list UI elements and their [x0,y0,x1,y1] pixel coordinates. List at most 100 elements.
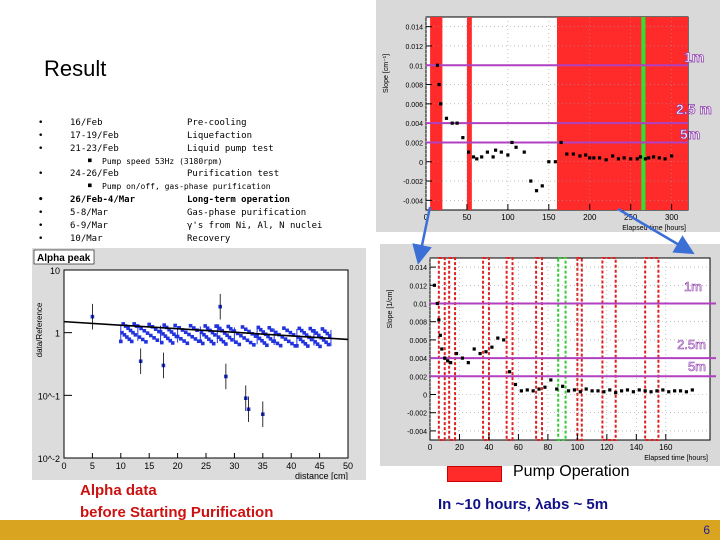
x-tick-label: 20 [455,443,464,452]
schedule-activity: γ's from Ni, Al, N nuclei [187,221,323,231]
x-axis-label: Elapsed time [hours] [622,225,686,232]
data-point [471,155,476,159]
data-point [484,350,488,354]
data-point [303,342,308,346]
data-point [629,157,633,161]
data-point [437,82,441,87]
y-tick-label: 0.006 [405,102,423,109]
data-point [159,340,164,345]
data-point [163,334,168,338]
sub-bullet: ■ [88,157,92,164]
y-tick-label: 0.002 [405,140,423,147]
data-point [204,335,209,339]
x-tick-label: 100 [571,443,585,452]
data-point [169,330,174,334]
data-point [631,390,635,394]
data-point [432,283,437,287]
reference-line-label: 1m [684,49,704,65]
data-point [499,150,503,154]
data-point [313,340,317,344]
pump-operation-band [576,257,583,441]
data-point [295,344,299,348]
data-point [128,328,133,333]
data-point [325,331,330,336]
data-point [611,154,615,158]
data-point [510,140,514,145]
data-point [625,388,630,392]
data-point [119,339,123,344]
data-point [309,337,314,342]
x-tick-label: 100 [501,213,515,222]
y-tick-label: -0.004 [403,198,423,205]
data-point [522,150,526,154]
zoom-arrows [412,206,695,265]
footer-bar [0,520,720,540]
data-point [260,338,264,343]
pump-operation-band [535,257,544,441]
y-tick-label: 0.006 [409,338,427,345]
x-tick-label: 150 [542,213,556,222]
data-point [443,356,447,360]
data-point [225,333,229,338]
data-point [247,329,251,334]
x-tick-label: 200 [583,213,597,222]
data-point [513,382,518,387]
pump-operation-legend: Pump Operation [513,463,630,480]
data-point [572,388,577,392]
slope-annotation: slope = 85 cm [69,426,200,449]
data-point [578,154,582,158]
data-point [472,347,476,351]
data-point [460,356,465,360]
conclusion-text: In ~10 hours, λabs ~ 5m [438,496,609,513]
x-tick-label: 35 [258,461,268,471]
data-point [145,331,150,335]
data-point [529,179,533,183]
data-point [306,344,310,348]
data-point [217,326,222,331]
data-point [125,335,129,339]
schedule-date: 6-9/Mar [70,221,108,231]
data-point [170,341,175,345]
y-tick-label: 0.008 [409,320,427,327]
data-point [449,361,453,365]
reference-line-label: 2.5 m [676,101,712,117]
plot-area [63,269,349,459]
pump-operation-band [482,257,490,441]
x-tick-label: 30 [229,461,239,471]
x-axis-label: Elapsed time [hours] [644,455,708,462]
data-point [565,152,569,156]
data-point [286,339,291,344]
y-tick-label: 0.004 [409,356,427,363]
x-tick-label: 20 [173,461,183,471]
data-point [438,333,442,337]
data-point [265,343,269,348]
y-axis-label: Slope [cm⁻¹] [383,54,390,93]
y-tick-label: 1 [55,329,60,339]
data-point [588,156,592,160]
data-point [278,343,283,348]
x-tick-label: 50 [343,461,353,471]
data-point [239,333,243,338]
data-point [203,324,207,328]
data-point [320,327,325,331]
data-point [466,150,471,154]
data-point [318,344,322,349]
x-tick-label: 0 [424,213,429,222]
y-tick-label: -0.004 [407,429,427,436]
data-point [226,324,231,329]
data-point [179,336,183,341]
data-point [540,184,544,188]
data-point [667,390,671,394]
x-tick-label: 5 [90,461,95,471]
y-tick-label: 0.008 [405,83,423,90]
data-point [439,102,443,106]
data-point [172,332,176,337]
data-point [506,153,510,157]
data-point [592,156,596,160]
alpha-caption: Alpha data before Starting Purification [80,480,273,524]
data-point [622,156,626,160]
data-point [257,336,262,341]
pump-operation-band [437,257,446,441]
data-point [188,323,193,328]
data-point [299,328,304,333]
